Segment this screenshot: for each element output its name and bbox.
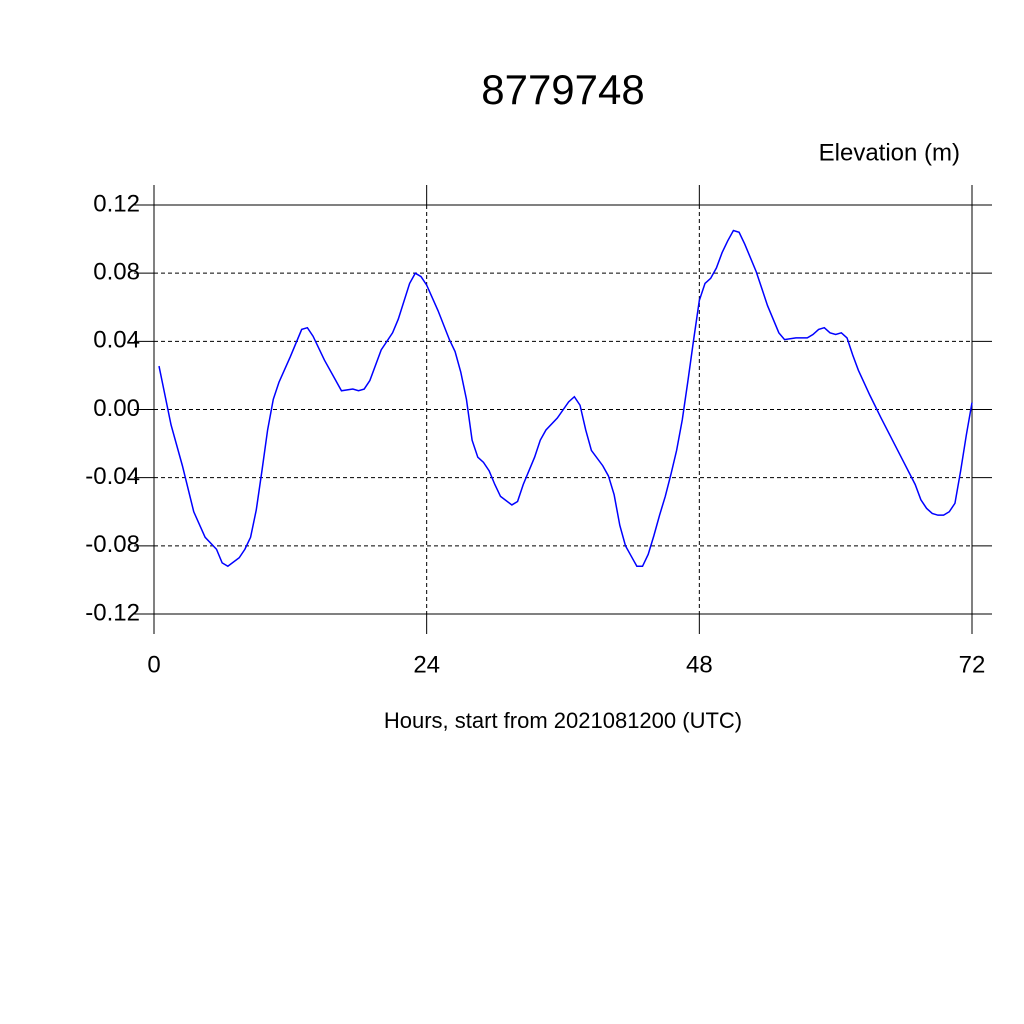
y-tick-label: 0.08 (93, 259, 140, 286)
x-tick-label: 48 (686, 651, 713, 678)
y-tick-label: 0.00 (93, 395, 140, 422)
x-axis-label: Hours, start from 2021081200 (UTC) (384, 708, 742, 733)
x-tick-label: 72 (959, 651, 986, 678)
y-tick-label: -0.12 (85, 599, 140, 626)
y-axis-label: Elevation (m) (819, 139, 960, 166)
y-tick-label: 0.12 (93, 190, 140, 217)
y-tick-label: -0.08 (85, 531, 140, 558)
x-tick-label: 0 (147, 651, 160, 678)
x-tick-label: 24 (413, 651, 440, 678)
y-tick-label: 0.04 (93, 327, 140, 354)
data-line (158, 229, 973, 568)
y-tick-label: -0.04 (85, 463, 140, 490)
chart-title: 8779748 (481, 66, 645, 113)
